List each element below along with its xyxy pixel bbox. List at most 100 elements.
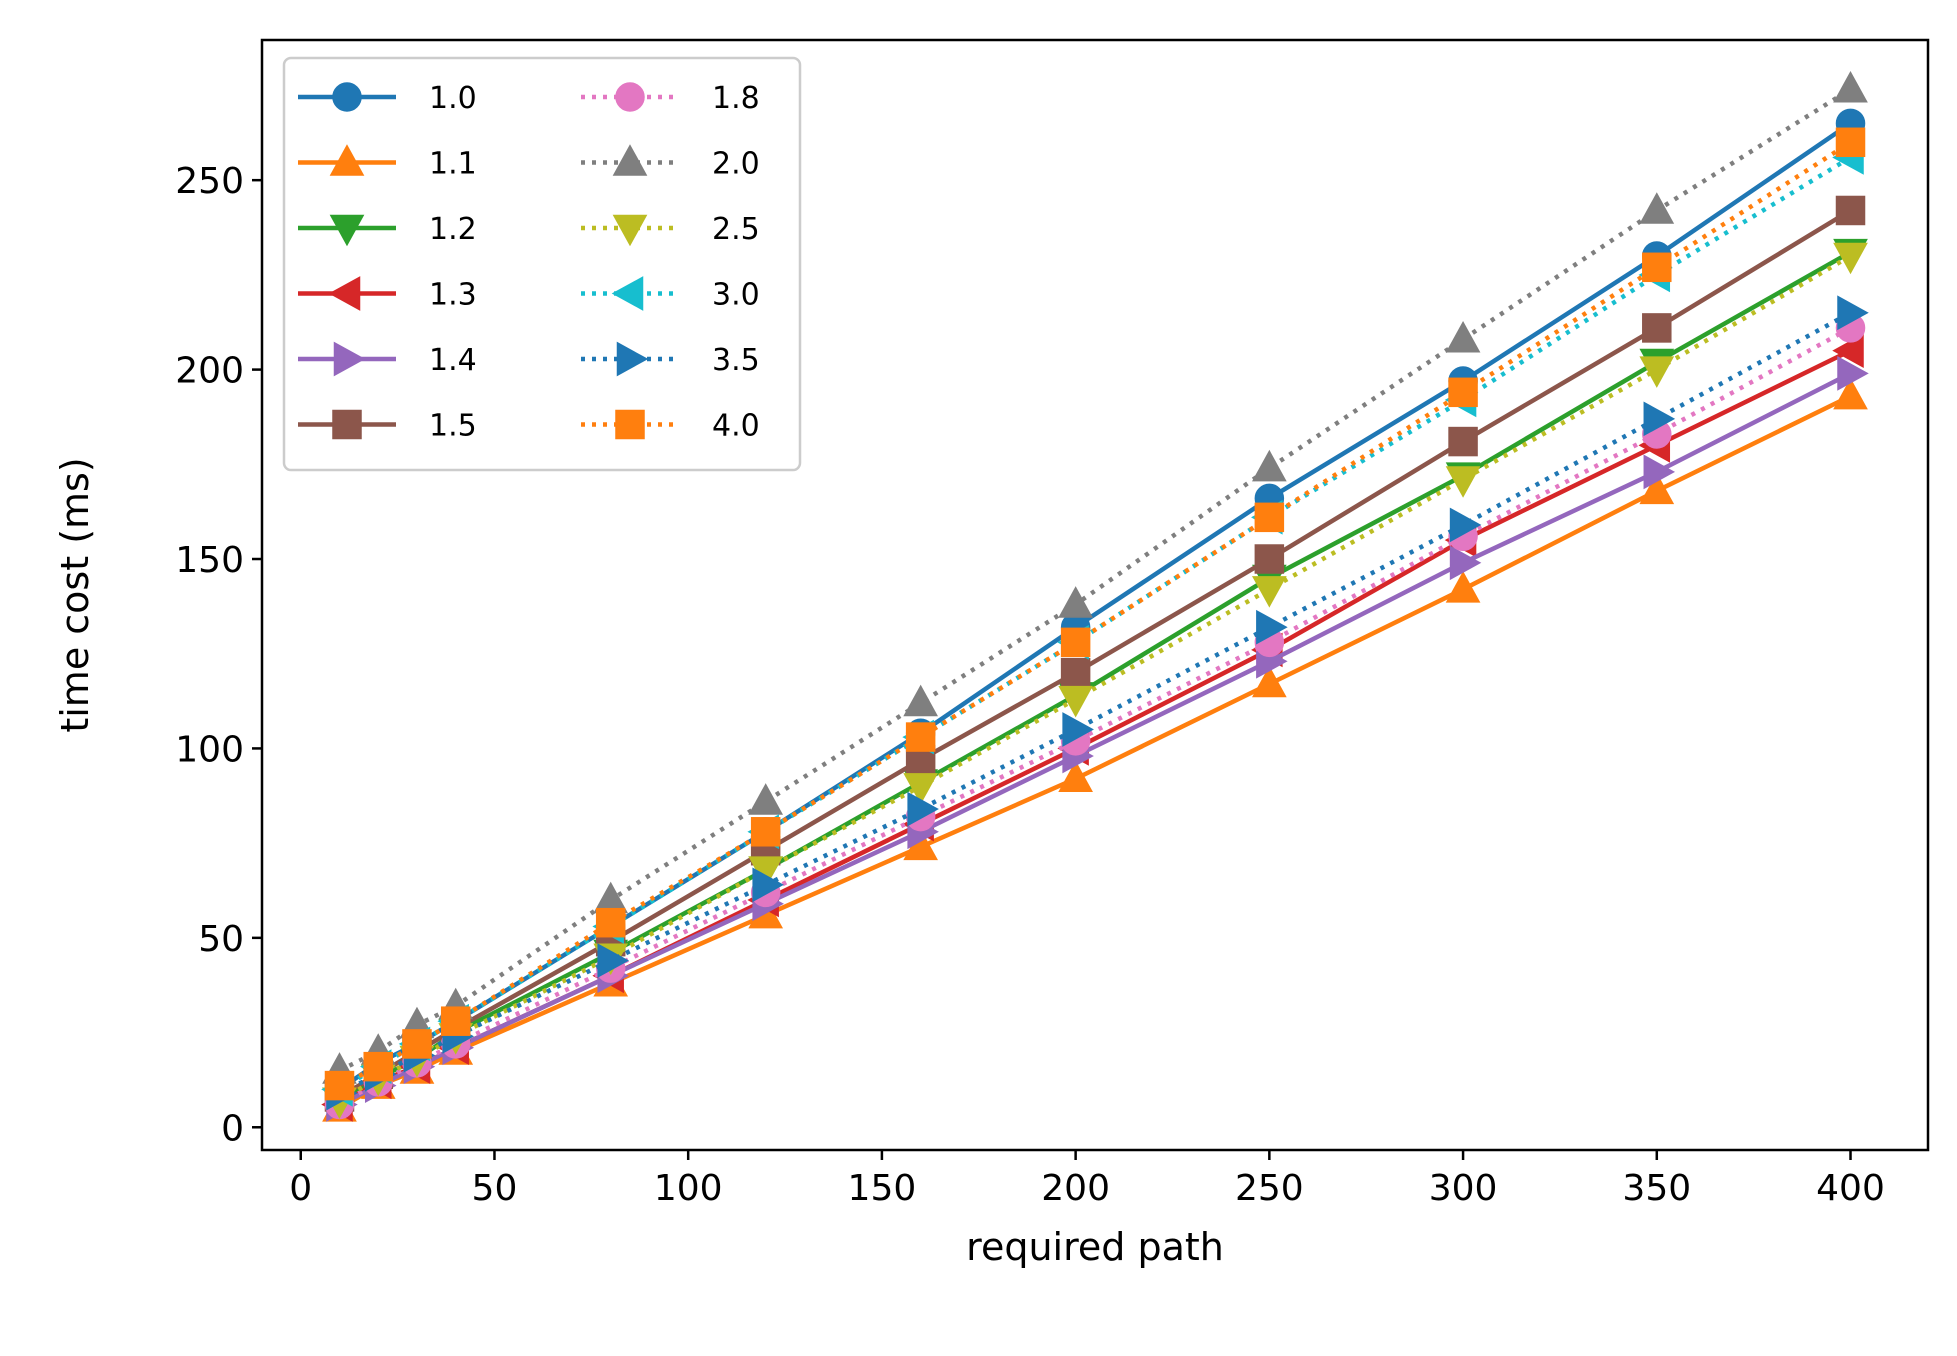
legend-entry: 1.0	[298, 81, 477, 116]
data-point	[1062, 712, 1094, 747]
data-point	[1835, 127, 1866, 158]
data-point	[1254, 502, 1285, 533]
legend-marker	[615, 409, 645, 440]
x-axis-ticks: 0 50 100 150 200 250 300 350 400	[289, 1150, 1885, 1209]
data-point	[1448, 377, 1478, 408]
series-4.0	[324, 127, 1866, 1101]
legend-entry: 1.4	[298, 341, 477, 378]
legend-entry: 1.1	[298, 144, 477, 182]
legend-entry: 2.5	[581, 212, 760, 247]
data-point	[752, 867, 784, 903]
x-tick-label: 300	[1429, 1168, 1498, 1209]
legend-marker	[329, 144, 365, 176]
y-tick-label: 250	[175, 161, 244, 202]
y-tick-label: 100	[175, 729, 244, 770]
data-point	[1643, 401, 1676, 437]
data-point	[1835, 195, 1866, 226]
data-point	[1445, 571, 1481, 603]
data-point	[1639, 192, 1675, 224]
data-point	[1058, 760, 1093, 792]
legend-marker	[329, 214, 365, 247]
y-tick-label: 150	[175, 540, 244, 581]
legend-label: 1.1	[429, 147, 477, 182]
legend-label: 3.5	[712, 343, 760, 378]
data-point	[324, 1070, 355, 1101]
legend-marker	[333, 341, 366, 377]
legend-entry: 1.8	[581, 81, 760, 116]
x-tick-label: 400	[1816, 1168, 1885, 1209]
legend-label: 1.5	[429, 409, 477, 444]
legend-label: 1.8	[712, 81, 760, 116]
legend-label: 1.4	[429, 343, 477, 378]
data-point	[1256, 609, 1288, 645]
x-tick-label: 150	[848, 1168, 917, 1209]
legend-label: 1.0	[429, 81, 477, 116]
legend-marker	[328, 276, 361, 311]
series-layer	[321, 70, 1869, 1122]
legend-marker	[612, 214, 648, 247]
data-point	[1252, 576, 1287, 608]
legend-entry: 1.2	[298, 212, 477, 247]
x-tick-label: 0	[289, 1168, 312, 1209]
data-point	[1058, 586, 1093, 618]
legend: 1.0 1.1 1.2 1.3 1.4 1.5 1.8 2.0 2.5 3.0 3.5 4.0	[282, 56, 802, 472]
data-point	[1643, 454, 1676, 490]
data-point	[903, 684, 938, 717]
data-point	[1639, 472, 1675, 505]
data-point	[1833, 70, 1868, 103]
legend-entry: 2.0	[581, 144, 760, 182]
x-tick-label: 50	[472, 1168, 518, 1209]
data-point	[440, 1006, 471, 1036]
data-point	[1445, 320, 1481, 353]
y-axis-label: time cost (ms)	[53, 457, 97, 732]
x-axis-label: required path	[966, 1225, 1224, 1269]
data-point	[905, 722, 936, 752]
data-point	[1058, 685, 1093, 718]
legend-marker	[332, 82, 362, 112]
series-line	[338, 155, 1852, 1092]
data-point	[1449, 507, 1482, 543]
data-point	[597, 943, 629, 978]
data-point	[1448, 426, 1478, 457]
x-tick-label: 100	[654, 1168, 723, 1209]
legend-label: 2.5	[712, 212, 760, 247]
data-point	[1252, 449, 1287, 482]
legend-label: 3.0	[712, 278, 760, 313]
data-point	[1642, 313, 1672, 343]
legend-label: 1.2	[429, 212, 477, 247]
y-tick-label: 50	[198, 919, 244, 960]
data-point	[1833, 377, 1868, 410]
data-point	[1060, 627, 1091, 658]
data-point	[1833, 242, 1868, 275]
data-point	[1837, 295, 1869, 331]
legend-marker	[612, 144, 648, 176]
x-tick-label: 200	[1041, 1168, 1110, 1209]
legend-marker	[616, 341, 649, 377]
legend-entry: 1.3	[298, 276, 477, 313]
data-point	[595, 907, 626, 938]
y-tick-label: 0	[221, 1108, 244, 1149]
legend-entry: 1.5	[298, 409, 477, 444]
legend-entry: 3.0	[581, 276, 760, 313]
legend-label: 2.0	[712, 147, 760, 182]
legend-label: 4.0	[712, 409, 760, 444]
data-point	[1254, 544, 1285, 574]
data-point	[1837, 356, 1869, 391]
data-point	[1252, 665, 1287, 698]
series-line	[338, 87, 1852, 1073]
y-axis-ticks: 0 50 100 150 200 250	[175, 161, 262, 1149]
data-point	[1060, 657, 1091, 688]
legend-entry: 4.0	[581, 409, 760, 444]
data-point	[903, 773, 938, 805]
data-point	[1642, 252, 1672, 283]
data-point	[1445, 466, 1481, 498]
data-point	[402, 1029, 432, 1059]
legend-marker	[615, 82, 645, 112]
plot-frame	[260, 38, 1930, 1152]
legend-entry: 3.5	[581, 341, 760, 378]
y-tick-label: 200	[175, 351, 244, 392]
legend-marker	[332, 409, 362, 440]
data-point	[750, 817, 781, 847]
x-tick-label: 350	[1622, 1168, 1691, 1209]
